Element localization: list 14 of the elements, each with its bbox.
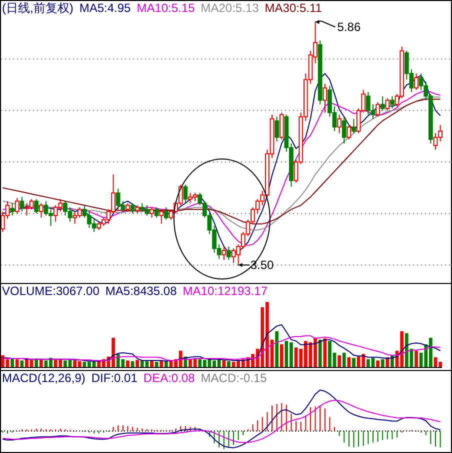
chart-title: (日线,前复权)	[2, 1, 74, 15]
text: MA20:5.13	[200, 1, 260, 15]
text: MA10:5.15	[136, 1, 196, 15]
text: MA5:4.95	[79, 1, 132, 15]
annotation: 3.50	[250, 258, 274, 272]
text: MA10:12193.17	[182, 284, 268, 298]
annotation: 5.86	[337, 20, 361, 34]
text: DEA:0.08	[143, 371, 196, 385]
text: MA5:8435.08	[105, 284, 178, 298]
chart-title: MACD(12,26,9)	[2, 371, 86, 385]
series-label: MACD:-0.15	[200, 371, 268, 385]
chart-title: VOLUME:3067.00	[2, 284, 100, 298]
text: DIF:0.01	[91, 371, 138, 385]
text: MA30:5.11	[264, 1, 322, 15]
